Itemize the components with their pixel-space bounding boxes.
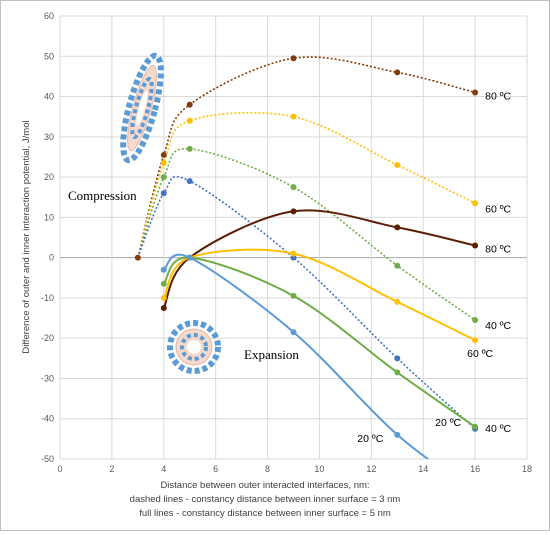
y-tick-label: 20 [44,172,54,182]
x-axis-label-line-1: Distance between outer interacted interf… [160,480,369,491]
data-point [290,208,297,215]
data-point [290,250,297,257]
data-point [186,101,193,108]
grid [59,15,528,460]
y-tick-label: -10 [41,293,54,303]
x-tick-label: 14 [418,464,428,474]
data-point [394,262,401,269]
series-end-label: 80 ºC [485,244,511,256]
data-point [186,254,193,261]
y-axis-label: Difference of outer and inner interactio… [21,120,32,353]
series-end-label: 40 ºC [485,423,511,435]
series-end-label: 20 ºC [435,417,461,429]
x-tick-label: 10 [314,464,324,474]
x-axis-label-line-2: dashed lines - constancy distance betwee… [130,494,401,505]
data-point [472,200,479,207]
series-labels: 80 ºC 60 ºC 40 ºC 20 ºC 80 ºC 60 ºC 40 ºC 20 ºC [357,91,511,445]
data-point [290,329,297,336]
y-tick-label: 0 [49,253,54,263]
x-tick-label: 0 [57,464,62,474]
data-point [472,317,479,324]
data-point [160,294,167,301]
data-point [394,298,401,305]
data-point [472,89,479,96]
data-point [160,304,167,311]
data-point [160,280,167,287]
x-tick-label: 8 [265,464,270,474]
y-tick-label: 60 [44,11,54,21]
y-tick-label: -20 [41,333,54,343]
data-point [472,423,479,430]
x-tick-label: 16 [470,464,480,474]
series-line-solid-7 [163,253,430,459]
data-point [160,151,167,158]
data-point [186,117,193,124]
data-point [290,113,297,120]
data-point [394,369,401,376]
expansion-particle-illustration [167,320,221,374]
series-points [134,55,479,438]
series-line-dashed-1 [137,111,476,258]
series-line-dashed-0 [137,56,476,258]
x-tick-label: 2 [109,464,114,474]
x-tick-label: 18 [522,464,532,474]
data-point [186,178,193,185]
y-tick-label: 40 [44,92,54,102]
data-point [394,69,401,76]
series-end-label: 20 ºC [357,433,383,445]
data-point [160,190,167,197]
y-tick-label: 10 [44,212,54,222]
data-point [290,184,297,191]
series-line-dashed-2 [137,148,476,321]
y-tick-label: -40 [41,414,54,424]
data-point [394,355,401,362]
series-end-label: 80 ºC [485,91,511,103]
data-point [472,337,479,344]
compression-particle-illustration [120,52,164,164]
x-tick-label: 6 [213,464,218,474]
y-tick-label: -50 [41,454,54,464]
data-point [394,224,401,231]
data-point [160,266,167,273]
data-point [186,145,193,152]
x-tick-label: 4 [161,464,166,474]
x-tick-label: 12 [366,464,376,474]
annotation-expansion: Expansion [244,347,299,362]
annotation-compression: Compression [68,188,137,203]
y-tick-label: -30 [41,373,54,383]
series-end-label: 60 ºC [485,203,511,215]
data-point [394,162,401,169]
series-end-label: 60 ºC [467,348,493,360]
series-end-label: 40 ºC [485,320,511,332]
series-line-solid-6 [162,256,476,428]
data-point [160,174,167,181]
data-point [134,254,141,261]
data-point [472,242,479,249]
data-point [290,55,297,62]
data-point [160,159,167,166]
data-point [394,431,401,438]
x-axis-label-line-3: full lines - constancy distance between … [139,508,391,519]
data-point [290,292,297,299]
y-tick-label: 30 [44,132,54,142]
y-tick-label: 50 [44,51,54,61]
